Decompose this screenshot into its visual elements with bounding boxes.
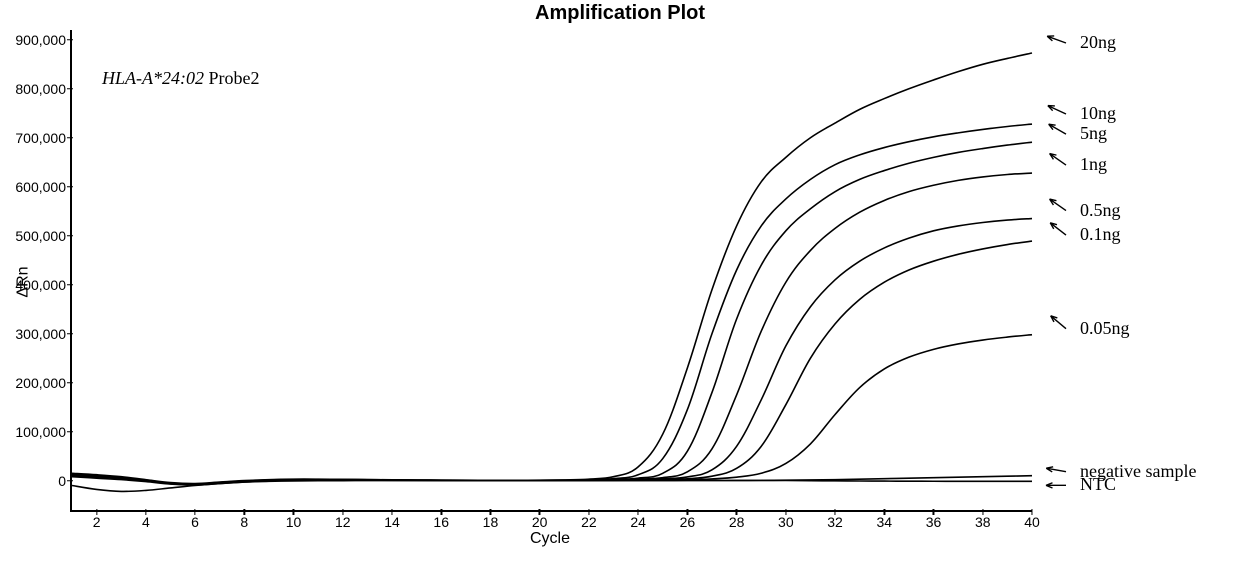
curves-svg xyxy=(72,30,1032,510)
series-label: 10ng xyxy=(1080,103,1116,124)
label-arrow-icon xyxy=(1047,36,1066,43)
series-label: 0.05ng xyxy=(1080,318,1130,339)
y-tick: 0 xyxy=(58,473,72,489)
label-arrow-icon xyxy=(1050,199,1066,210)
x-tick: 26 xyxy=(680,510,696,530)
series-label: 0.1ng xyxy=(1080,224,1121,245)
series-label: NTC xyxy=(1080,474,1116,495)
series-label: 0.5ng xyxy=(1080,200,1121,221)
series-line xyxy=(72,219,1032,485)
label-arrow-icon xyxy=(1050,223,1066,235)
x-tick: 40 xyxy=(1024,510,1040,530)
x-tick: 14 xyxy=(384,510,400,530)
series-line xyxy=(72,142,1032,484)
y-tick: 100,000 xyxy=(15,424,72,440)
series-line xyxy=(72,173,1032,484)
y-tick: 600,000 xyxy=(15,179,72,195)
y-tick: 800,000 xyxy=(15,81,72,97)
y-tick: 300,000 xyxy=(15,326,72,342)
chart-title: Amplification Plot xyxy=(0,2,1240,25)
x-tick: 10 xyxy=(286,510,302,530)
series-label: 20ng xyxy=(1080,32,1116,53)
x-tick: 20 xyxy=(532,510,548,530)
series-line xyxy=(72,335,1032,485)
x-tick: 4 xyxy=(142,510,150,530)
x-tick: 6 xyxy=(191,510,199,530)
x-tick: 16 xyxy=(433,510,449,530)
x-axis-label: Cycle xyxy=(70,530,1030,548)
probe-annotation: HLA-A*24:02 Probe2 xyxy=(102,68,260,89)
x-tick: 18 xyxy=(483,510,499,530)
x-tick: 34 xyxy=(877,510,893,530)
y-tick: 900,000 xyxy=(15,32,72,48)
label-arrow-icon xyxy=(1050,154,1066,165)
series-line xyxy=(72,124,1032,484)
x-tick: 24 xyxy=(630,510,646,530)
x-tick: 36 xyxy=(926,510,942,530)
label-arrow-icon xyxy=(1051,316,1066,329)
x-tick: 28 xyxy=(729,510,745,530)
x-tick: 32 xyxy=(827,510,843,530)
y-tick: 500,000 xyxy=(15,228,72,244)
x-tick: 2 xyxy=(93,510,101,530)
x-tick: 38 xyxy=(975,510,991,530)
label-arrow-icon xyxy=(1048,106,1066,114)
y-tick: 700,000 xyxy=(15,130,72,146)
label-arrow-icon xyxy=(1046,467,1066,472)
series-line xyxy=(72,53,1032,484)
label-arrow-icon xyxy=(1046,483,1066,488)
y-tick: 400,000 xyxy=(15,277,72,293)
x-tick: 30 xyxy=(778,510,794,530)
x-tick: 22 xyxy=(581,510,597,530)
series-label: 5ng xyxy=(1080,123,1107,144)
plot-area: 0100,000200,000300,000400,000500,000600,… xyxy=(70,30,1032,512)
label-arrow-icon xyxy=(1049,124,1066,134)
y-tick: 200,000 xyxy=(15,375,72,391)
series-line xyxy=(72,241,1032,484)
series-label: 1ng xyxy=(1080,154,1107,175)
chart-container: Amplification Plot ΔRn Cycle 0100,000200… xyxy=(0,0,1240,564)
x-tick: 8 xyxy=(240,510,248,530)
x-tick: 12 xyxy=(335,510,351,530)
